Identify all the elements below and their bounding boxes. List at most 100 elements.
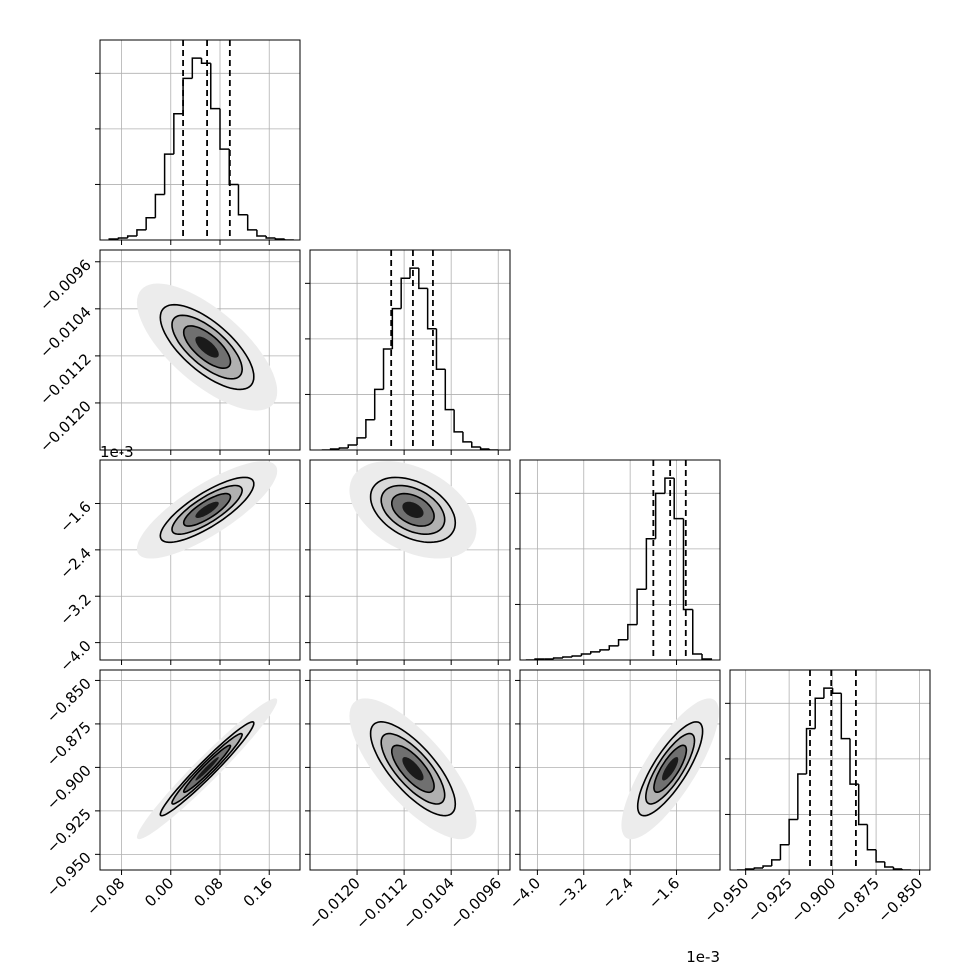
x-tick-label: −0.950: [700, 874, 752, 926]
histogram-step: [814, 697, 824, 729]
histogram-step: [857, 784, 868, 826]
density-shade: [195, 336, 219, 358]
histogram-step: [191, 57, 202, 79]
contour: [369, 720, 457, 817]
histogram-step: [608, 645, 619, 650]
histogram-step: [562, 656, 573, 658]
contour: [182, 744, 232, 794]
contour: [380, 732, 446, 805]
histogram-step: [788, 818, 798, 845]
contour: [171, 484, 244, 535]
histogram-step: [488, 448, 499, 450]
histogram-step: [823, 687, 833, 699]
panel: [108, 40, 294, 240]
histogram-step: [664, 477, 675, 494]
y-tick-label: −2.4: [56, 544, 94, 582]
y-tick-label: −0.900: [43, 761, 95, 813]
histogram-step: [797, 773, 807, 820]
histogram-step: [866, 824, 877, 851]
histogram-step: [673, 478, 684, 520]
histogram-step: [453, 409, 463, 433]
histogram-step: [246, 214, 257, 231]
panel-frame: [309, 669, 511, 871]
x-tick-label: −3.2: [552, 874, 590, 912]
y-tick-label: −0.950: [43, 848, 95, 900]
histogram-step: [409, 267, 419, 279]
histogram-step: [589, 651, 600, 654]
x-tick-label: 0.08: [190, 874, 226, 910]
histogram-step: [136, 229, 147, 236]
density-shade: [195, 501, 219, 518]
histogram-step: [849, 738, 859, 785]
histogram-step: [479, 446, 490, 450]
panel-frame: [309, 459, 511, 661]
contour: [159, 303, 255, 391]
x-tick-label: −4.0: [506, 874, 544, 912]
x-tick-label: −0.900: [787, 874, 839, 926]
histogram-step: [762, 865, 772, 868]
x-tick-label: −0.925: [744, 874, 796, 926]
histogram-step: [173, 112, 184, 155]
panel: [621, 698, 719, 840]
histogram-step: [462, 431, 472, 443]
histogram-step: [200, 58, 211, 64]
histogram-step: [682, 518, 693, 611]
y-tick-label: −4.0: [56, 637, 94, 675]
contour: [644, 732, 696, 805]
histogram-step: [779, 843, 790, 860]
histogram-step: [875, 849, 885, 863]
histogram-step: [552, 657, 563, 659]
contour: [159, 720, 255, 817]
histogram-step: [219, 108, 230, 150]
histogram-step: [892, 866, 903, 870]
contour: [159, 476, 255, 544]
histogram-step: [753, 867, 764, 869]
panel-frame: [519, 459, 721, 661]
x-tick-label: 0.00: [141, 874, 177, 910]
y-tick-label: −1.6: [56, 498, 94, 536]
panel-frame: [99, 669, 301, 871]
x-tick-label: 0.16: [240, 874, 276, 910]
histogram-step: [163, 153, 174, 195]
histogram-step: [382, 348, 393, 390]
x-tick-label: −0.875: [831, 874, 883, 926]
histogram-step: [599, 649, 610, 652]
contour: [182, 325, 232, 369]
panel-frame: [519, 669, 721, 871]
histogram-step: [645, 538, 656, 590]
density-shade: [195, 757, 219, 781]
histogram-step: [182, 77, 193, 114]
histogram-step: [435, 328, 446, 370]
x-tick-label: −1.6: [645, 874, 683, 912]
histogram-step: [831, 688, 842, 694]
histogram-step: [840, 693, 850, 740]
histogram-step: [426, 288, 437, 330]
contour: [391, 744, 435, 794]
contour: [171, 732, 244, 805]
y-tick-label: −0.0096: [36, 256, 95, 315]
histogram-step: [400, 277, 410, 309]
density-shade: [662, 757, 679, 781]
histogram-step: [145, 217, 156, 230]
panel: [136, 283, 278, 411]
y-tick-label: −3.2: [56, 590, 94, 628]
histogram-step: [701, 653, 713, 660]
histogram-step: [256, 229, 267, 237]
histogram-step: [692, 609, 703, 655]
contour: [182, 492, 232, 527]
x-tick-label: −2.4: [598, 874, 636, 912]
histogram-step: [617, 639, 628, 646]
histogram-step: [471, 441, 481, 448]
panel-frame: [99, 249, 301, 451]
panel: [736, 670, 911, 870]
histogram-step: [770, 859, 781, 866]
contour: [380, 484, 446, 535]
y-tick-label: −0.875: [43, 718, 95, 770]
histogram-step: [901, 868, 911, 870]
histogram-step: [884, 861, 894, 868]
x-tick-label: −0.0096: [446, 874, 505, 933]
histogram-step: [365, 418, 375, 438]
y-offset-label: 1e-3: [100, 443, 134, 461]
histogram-step: [126, 235, 137, 238]
